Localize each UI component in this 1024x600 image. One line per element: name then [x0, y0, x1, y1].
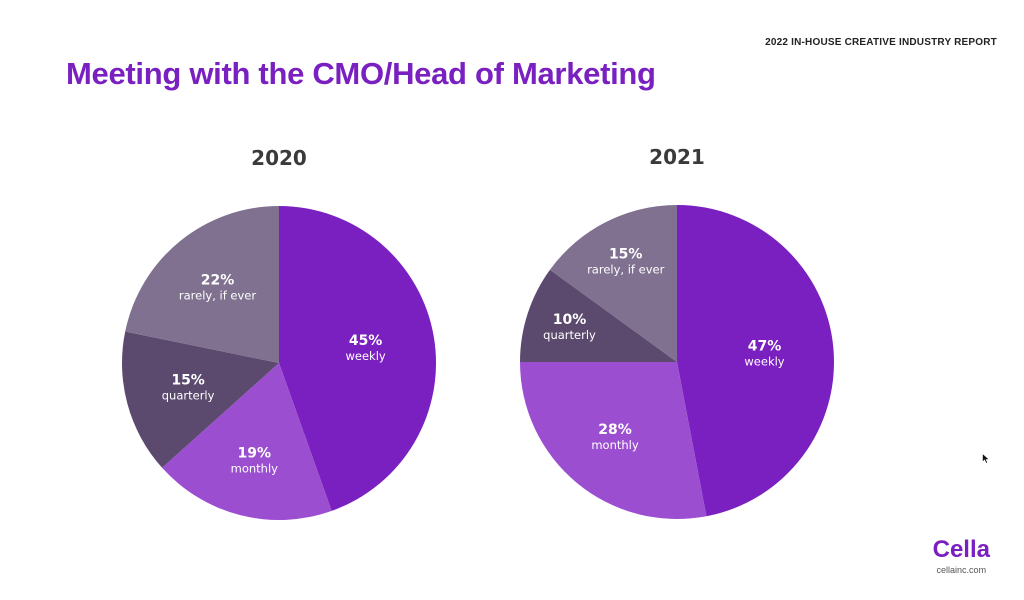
slice-category-label: rarely, if ever: [587, 262, 664, 276]
slice-percent-label: 28%: [598, 422, 632, 438]
slice-category-label: rarely, if ever: [179, 289, 256, 303]
pie-chart-2020: 2020 45%weekly 19%monthly 15%quarterly 22%ra…: [122, 146, 437, 521]
chart-title: 2020: [251, 146, 307, 170]
slice-percent-label: 47%: [748, 339, 782, 355]
brand-block: Cella cellainc.com: [932, 536, 990, 576]
slice-category-label: monthly: [591, 438, 639, 452]
page-title: Meeting with the CMO/Head of Marketing: [66, 56, 656, 91]
slice-category-label: weekly: [744, 355, 784, 369]
slice-percent-label: 45%: [349, 333, 383, 349]
mouse-cursor-icon: [982, 453, 990, 464]
slice-percent-label: 19%: [238, 445, 272, 461]
pie-slice-weekly: [677, 204, 835, 517]
slice-category-label: quarterly: [162, 389, 215, 403]
slice-percent-label: 22%: [201, 273, 235, 289]
slice-percent-label: 15%: [609, 246, 643, 262]
cella-logo: Cella: [932, 536, 990, 563]
pie-slice-rarely-if-ever: [125, 206, 279, 363]
slice-category-label: quarterly: [543, 328, 596, 342]
chart-title: 2021: [649, 145, 705, 169]
pie-slice-weekly: [279, 206, 437, 511]
pie-slice-quarterly: [520, 269, 677, 362]
pie-slice-quarterly: [122, 331, 279, 468]
report-label: 2022 IN-HOUSE CREATIVE INDUSTRY REPORT: [765, 37, 997, 48]
pie-chart-2021: 2021 47%weekly 28%monthly 10%quarterly 15%ra…: [520, 145, 835, 520]
slice-category-label: monthly: [231, 461, 279, 475]
slice-percent-label: 10%: [553, 312, 587, 328]
slice-percent-label: 15%: [171, 373, 205, 389]
pie-slice-rarely-if-ever: [549, 204, 677, 362]
slice-category-label: weekly: [345, 349, 385, 363]
pie-slice-monthly: [520, 362, 707, 520]
pie-slice-monthly: [162, 363, 332, 521]
brand-url: cellainc.com: [936, 565, 987, 575]
